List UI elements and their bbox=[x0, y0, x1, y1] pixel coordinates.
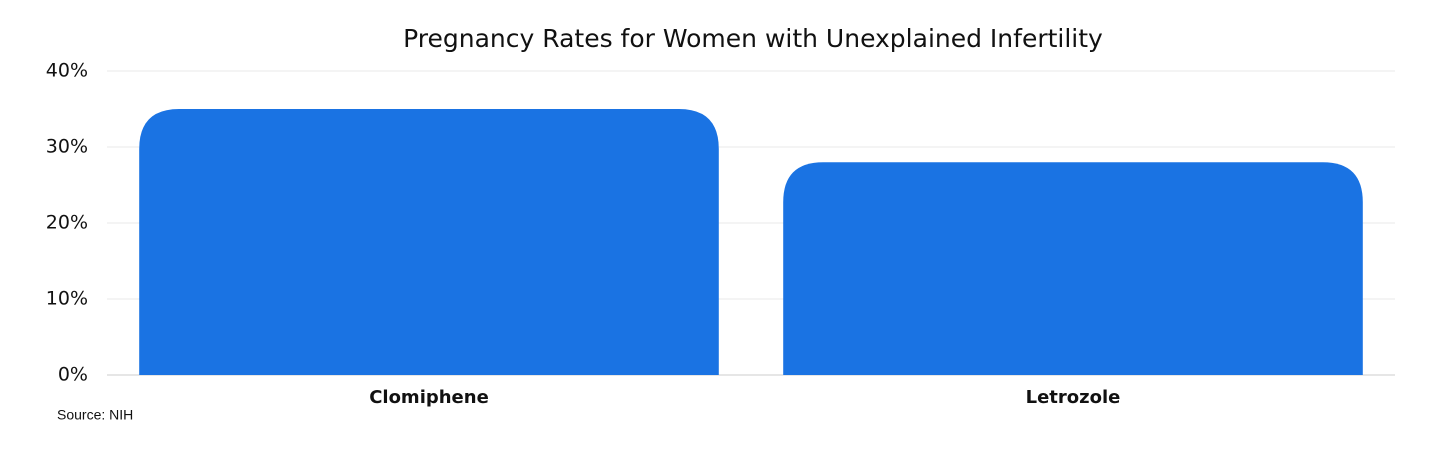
bar bbox=[139, 109, 719, 375]
y-tick-label: 0% bbox=[58, 364, 88, 386]
y-tick-label: 10% bbox=[46, 288, 88, 310]
x-tick-label: Letrozole bbox=[1026, 387, 1121, 408]
source-note: Source: NIH bbox=[57, 407, 133, 423]
y-tick-label: 40% bbox=[46, 60, 88, 82]
x-tick-label: Clomiphene bbox=[369, 387, 489, 408]
bar bbox=[783, 162, 1363, 375]
y-tick-label: 30% bbox=[46, 136, 88, 158]
y-tick-label: 20% bbox=[46, 212, 88, 234]
chart-title: Pregnancy Rates for Women with Unexplain… bbox=[403, 24, 1103, 53]
